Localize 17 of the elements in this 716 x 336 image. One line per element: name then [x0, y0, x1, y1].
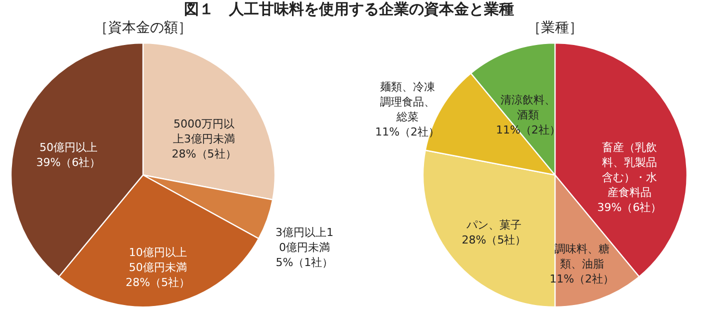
chart-subtitle: ［業種］: [527, 20, 583, 36]
data-label: 28%（5社）: [462, 233, 526, 246]
slice-label: 麺類、冷凍調理食品、総菜: [380, 80, 435, 124]
slice-label: 5000万円以上3億円未満: [173, 118, 236, 146]
data-label: 28%（5社）: [172, 148, 236, 161]
data-label: 5%（1社）: [276, 256, 334, 270]
data-label: 39%（6社）: [36, 156, 101, 170]
slice-label: 10億円以上50億円未満: [128, 246, 187, 274]
chart-subtitle: ［資本金の額］: [94, 20, 192, 36]
slice-label: 3億円以上10億円未満: [275, 226, 334, 254]
data-label: 28%（5社）: [126, 276, 190, 289]
slice-label: パン、菓子: [465, 218, 522, 232]
slice-label: 清涼飲料、酒類: [500, 93, 556, 122]
data-label: 39%（6社）: [597, 201, 662, 214]
slice-label: 畜産（乳飲料、乳製品含む）・水産食料品: [602, 141, 658, 200]
slice-label: 50億円以上: [39, 141, 98, 154]
chart-title: 図１ 人工甘味料を使用する企業の資本金と業種: [184, 0, 514, 18]
